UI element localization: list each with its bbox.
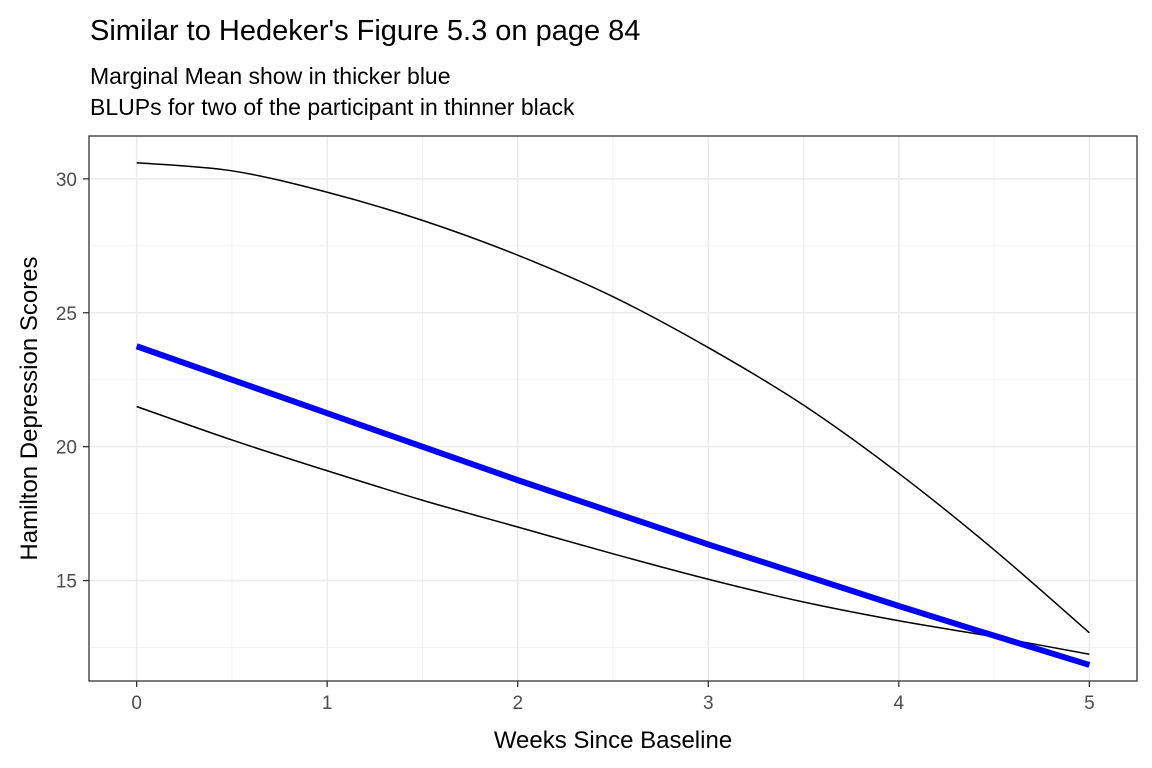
x-axis-title: Weeks Since Baseline: [494, 727, 732, 754]
y-tick-label: 20: [56, 438, 77, 459]
plot-panel-border: [88, 135, 1138, 682]
y-tick-label: 15: [56, 572, 77, 593]
y-axis-title: Hamilton Depression Scores: [16, 256, 43, 560]
chart-subtitle-line-1: Marginal Mean show in thicker blue: [90, 63, 451, 89]
x-tick-label: 2: [512, 693, 523, 714]
x-tick-label: 4: [894, 693, 905, 714]
chart-subtitle-line-2: BLUPs for two of the participant in thin…: [90, 94, 575, 120]
y-tick-label: 25: [56, 304, 77, 325]
axis-ticks: 0 1 2 3 4 5 15 20 25 30: [56, 170, 1095, 714]
blup-line-2: [136, 405, 1090, 655]
chart-title: Similar to Hedeker's Figure 5.3 on page …: [90, 15, 640, 47]
blup-line-1: [136, 162, 1090, 634]
marginal-mean-line-0: [135, 343, 1091, 668]
x-tick-label: 1: [322, 693, 333, 714]
x-tick-label: 5: [1084, 693, 1095, 714]
y-tick-label: 30: [56, 170, 77, 191]
x-tick-label: 3: [703, 693, 714, 714]
data-series: [135, 162, 1091, 668]
grid-lines: [89, 136, 1137, 681]
x-tick-label: 0: [131, 693, 142, 714]
